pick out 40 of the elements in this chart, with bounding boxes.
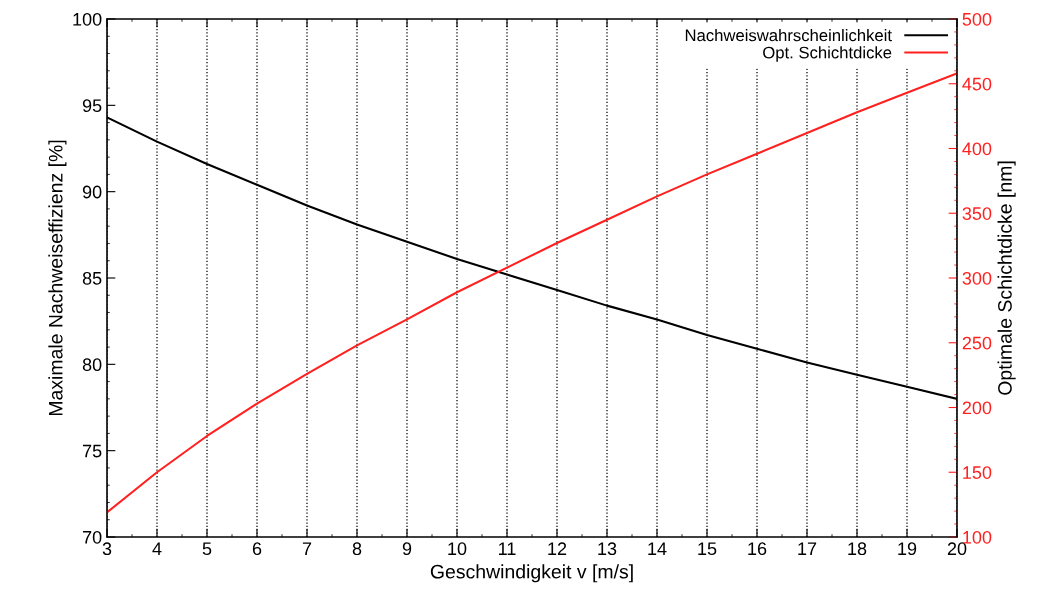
x-tick-label: 19 xyxy=(898,542,917,556)
x-tick-label: 10 xyxy=(448,542,467,556)
y-tick-label: 70 xyxy=(82,530,102,544)
x-tick-label: 13 xyxy=(598,542,617,556)
x-tick-label: 5 xyxy=(202,542,212,556)
x-tick-label: 11 xyxy=(499,542,516,555)
x-tick-label: 12 xyxy=(548,542,567,555)
y-tick-label: 75 xyxy=(82,444,102,458)
y2-tick-label: 450 xyxy=(962,77,992,91)
x-axis-title: Geschwindigkeit v [m/s] xyxy=(430,564,633,583)
x-tick-label: 20 xyxy=(947,542,967,556)
y-tick-label: 100 xyxy=(73,12,102,26)
y2-tick-label: 350 xyxy=(962,207,992,220)
y2-tick-label: 300 xyxy=(962,271,992,285)
x-tick-label: 6 xyxy=(252,542,262,556)
y2-tick-label: 250 xyxy=(962,336,992,350)
x-tick-label: 18 xyxy=(848,542,867,556)
y2-tick-label: 200 xyxy=(962,401,992,415)
y-tick-label: 80 xyxy=(82,358,102,372)
x-tick-label: 14 xyxy=(648,542,667,555)
y2-tick-label: 100 xyxy=(963,530,992,544)
legend-label: Opt. Schichtdicke xyxy=(763,46,892,62)
x-tick-label: 3 xyxy=(102,542,112,556)
x-tick-label: 8 xyxy=(352,542,362,556)
legend-label: Nachweiswahrscheinlichkeit xyxy=(685,29,892,42)
x-tick-label: 16 xyxy=(748,542,767,556)
x-tick-label: 9 xyxy=(402,542,412,556)
y-tick-label: 95 xyxy=(82,99,102,113)
x-tick-label: 7 xyxy=(302,542,312,555)
y-axis-title: Maximale Nachweiseffizienz [%] xyxy=(48,140,67,416)
y2-tick-label: 150 xyxy=(963,466,992,479)
x-tick-label: 4 xyxy=(152,542,162,555)
y2-tick-label: 500 xyxy=(962,12,992,26)
line-series xyxy=(107,72,957,514)
y2-tick-label: 400 xyxy=(962,142,992,156)
y-tick-label: 90 xyxy=(82,185,102,199)
x-tick-label: 15 xyxy=(698,542,717,556)
y2-axis-title: Optimale Schichtdicke [nm] xyxy=(997,161,1016,395)
y-tick-label: 85 xyxy=(82,271,102,285)
x-tick-label: 17 xyxy=(798,542,817,555)
